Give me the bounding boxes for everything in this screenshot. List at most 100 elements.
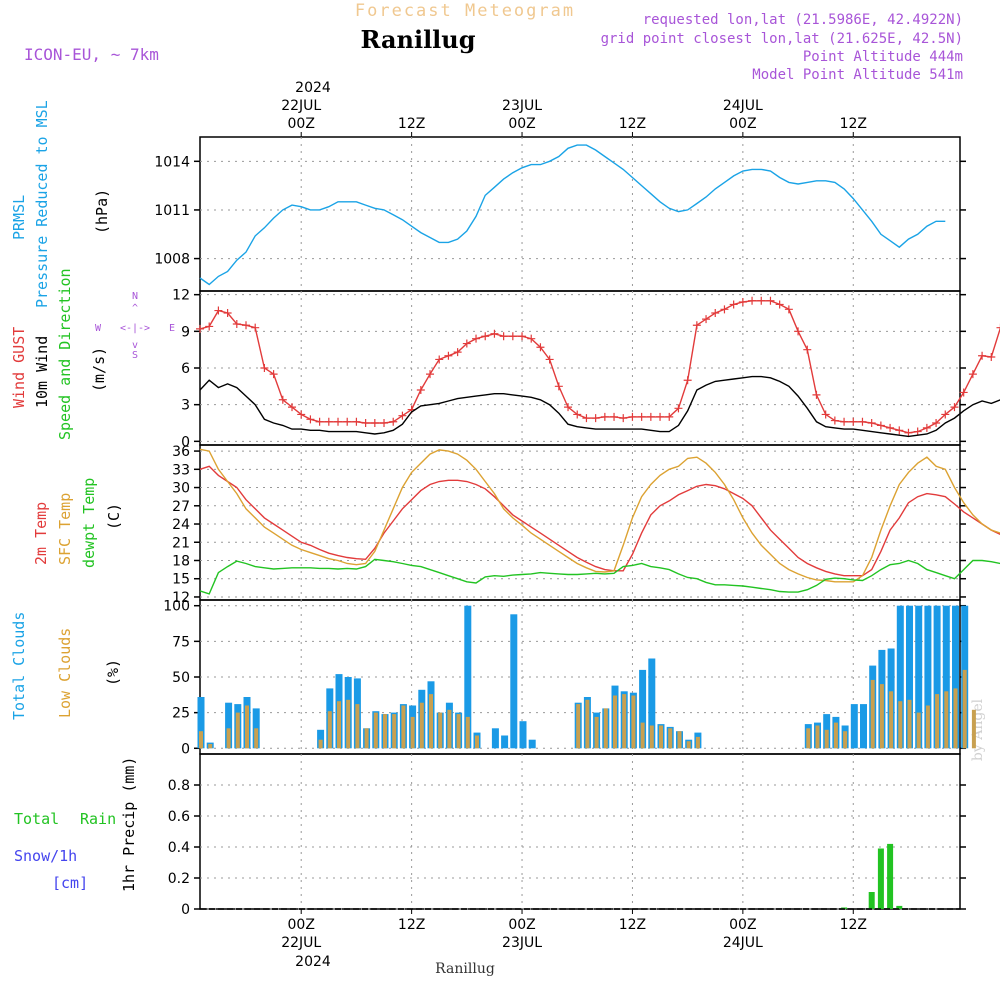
bottom-time-label: 00Z bbox=[508, 917, 535, 933]
compass-e: E bbox=[169, 323, 175, 334]
low-clouds-bar bbox=[622, 694, 627, 749]
gust-marker bbox=[444, 351, 453, 360]
low-clouds-bar bbox=[364, 728, 369, 749]
temperature-ytick-label: 18 bbox=[172, 553, 190, 569]
precip-ytick-label: 0.4 bbox=[168, 840, 190, 856]
gust-marker bbox=[223, 309, 232, 317]
gust-marker bbox=[591, 414, 600, 423]
bottom-date-label: 24JUL bbox=[723, 935, 763, 951]
10m-wind-line bbox=[199, 375, 1000, 438]
pressure-label-2: Pressure Reduced to MSL bbox=[33, 100, 51, 308]
gust-marker bbox=[821, 410, 830, 419]
low-clouds-bar bbox=[465, 716, 470, 749]
low-clouds-bar bbox=[870, 679, 875, 749]
bottom-year: 2024 bbox=[295, 954, 331, 970]
bottom-time-label: 00Z bbox=[729, 917, 756, 933]
bottom-date-label: 23JUL bbox=[502, 935, 542, 951]
temp-unit: (C) bbox=[105, 503, 123, 530]
pressure-unit: (hPa) bbox=[93, 189, 111, 234]
gust-marker bbox=[858, 417, 867, 426]
top-date-label: 22JUL bbox=[281, 98, 321, 114]
gust-marker bbox=[674, 404, 683, 413]
gust-marker bbox=[306, 415, 315, 424]
total-clouds-bar bbox=[528, 739, 536, 749]
gust-marker bbox=[554, 382, 563, 391]
dewpt-label: dewpt Temp bbox=[80, 478, 98, 568]
compass-arrow: <-|-> bbox=[120, 323, 150, 334]
gust-marker bbox=[812, 390, 821, 399]
total-clouds-bar bbox=[942, 605, 950, 749]
low-clouds-bar bbox=[235, 712, 240, 749]
top-date-label: 24JUL bbox=[723, 98, 763, 114]
rain-label: Rain bbox=[80, 810, 116, 828]
compass-s: S bbox=[132, 350, 138, 361]
low-clouds-bar bbox=[806, 728, 811, 749]
low-clouds-bar bbox=[447, 709, 452, 749]
low-clouds-bar bbox=[843, 731, 848, 749]
gust-marker bbox=[416, 386, 425, 394]
snow-unit: [cm] bbox=[52, 874, 88, 892]
low-clouds-bar bbox=[337, 701, 341, 749]
gust-marker bbox=[288, 403, 297, 412]
gust-marker bbox=[784, 305, 793, 314]
gust-marker bbox=[573, 410, 582, 419]
low-clouds-bar bbox=[815, 725, 820, 749]
total-clouds-bar bbox=[896, 605, 904, 749]
low-clouds-bar bbox=[916, 712, 921, 749]
sfc-temp-line bbox=[199, 448, 1000, 583]
precip-ytick-label: 0.2 bbox=[168, 871, 190, 887]
pressure-labels: PRMSL Pressure Reduced to MSL (hPa) bbox=[10, 100, 111, 308]
bottom-time-label: 00Z bbox=[288, 917, 315, 933]
clouds-ytick-label: 25 bbox=[172, 706, 190, 722]
pressure-frame bbox=[199, 136, 961, 292]
total-clouds-bar bbox=[317, 729, 325, 749]
gust-marker bbox=[637, 412, 646, 421]
total-clouds-bar bbox=[491, 728, 499, 749]
gust-marker bbox=[508, 332, 517, 341]
2m-temp-line bbox=[199, 465, 1000, 577]
gust-marker bbox=[269, 370, 278, 379]
gust-marker bbox=[315, 417, 324, 426]
grid-lines bbox=[200, 137, 960, 910]
low-clouds-bar bbox=[971, 709, 976, 749]
low-clouds-bar bbox=[640, 722, 645, 749]
gust-marker bbox=[242, 321, 251, 330]
compass-w: W bbox=[95, 323, 102, 334]
gust-marker bbox=[472, 334, 481, 343]
wind-gust-line bbox=[199, 300, 1000, 434]
low-clouds-bar bbox=[383, 714, 387, 749]
gust-label: Wind GUST bbox=[10, 327, 28, 408]
pressure-ytick-label: 1014 bbox=[154, 154, 190, 170]
gust-marker bbox=[913, 427, 922, 436]
gust-marker bbox=[297, 410, 306, 419]
gust-marker bbox=[352, 417, 361, 426]
gust-marker bbox=[324, 417, 333, 426]
bottom-time-label: 12Z bbox=[398, 917, 425, 933]
compass-down: v bbox=[132, 340, 138, 351]
footer-station: Ranillug bbox=[435, 961, 495, 977]
temperature-ytick-label: 12 bbox=[172, 590, 190, 606]
total-clouds-bar bbox=[850, 704, 858, 749]
total-clouds-bar bbox=[639, 669, 647, 749]
gust-marker bbox=[426, 370, 435, 379]
low-clouds-bar bbox=[199, 731, 203, 749]
wind10m-label: 10m Wind bbox=[33, 336, 51, 408]
low-clouds-bar bbox=[879, 684, 884, 749]
model-altitude: Model Point Altitude 541m bbox=[752, 67, 963, 83]
compass-up: ^ bbox=[132, 303, 138, 314]
time-axis: 00Z 22JUL 00Z 22JUL 12Z 12Z 00Z 23JUL 00Z 23JUL 12… bbox=[281, 98, 867, 951]
wind-ytick-label: 0 bbox=[181, 434, 190, 450]
gust-marker bbox=[932, 419, 941, 427]
panel-frames bbox=[199, 136, 961, 910]
gust-marker bbox=[849, 417, 858, 426]
wind-unit: (m/s) bbox=[90, 347, 108, 392]
top-year: 2024 bbox=[295, 80, 331, 96]
total-clouds-bar bbox=[915, 605, 923, 749]
cloud-labels: Total Clouds Low Clouds (%) bbox=[10, 612, 122, 720]
temperature-ytick-label: 15 bbox=[172, 572, 190, 588]
gust-marker bbox=[803, 345, 812, 354]
top-time-label: 12Z bbox=[619, 116, 646, 132]
gust-marker bbox=[232, 320, 241, 328]
low-clouds-bar bbox=[576, 704, 581, 749]
